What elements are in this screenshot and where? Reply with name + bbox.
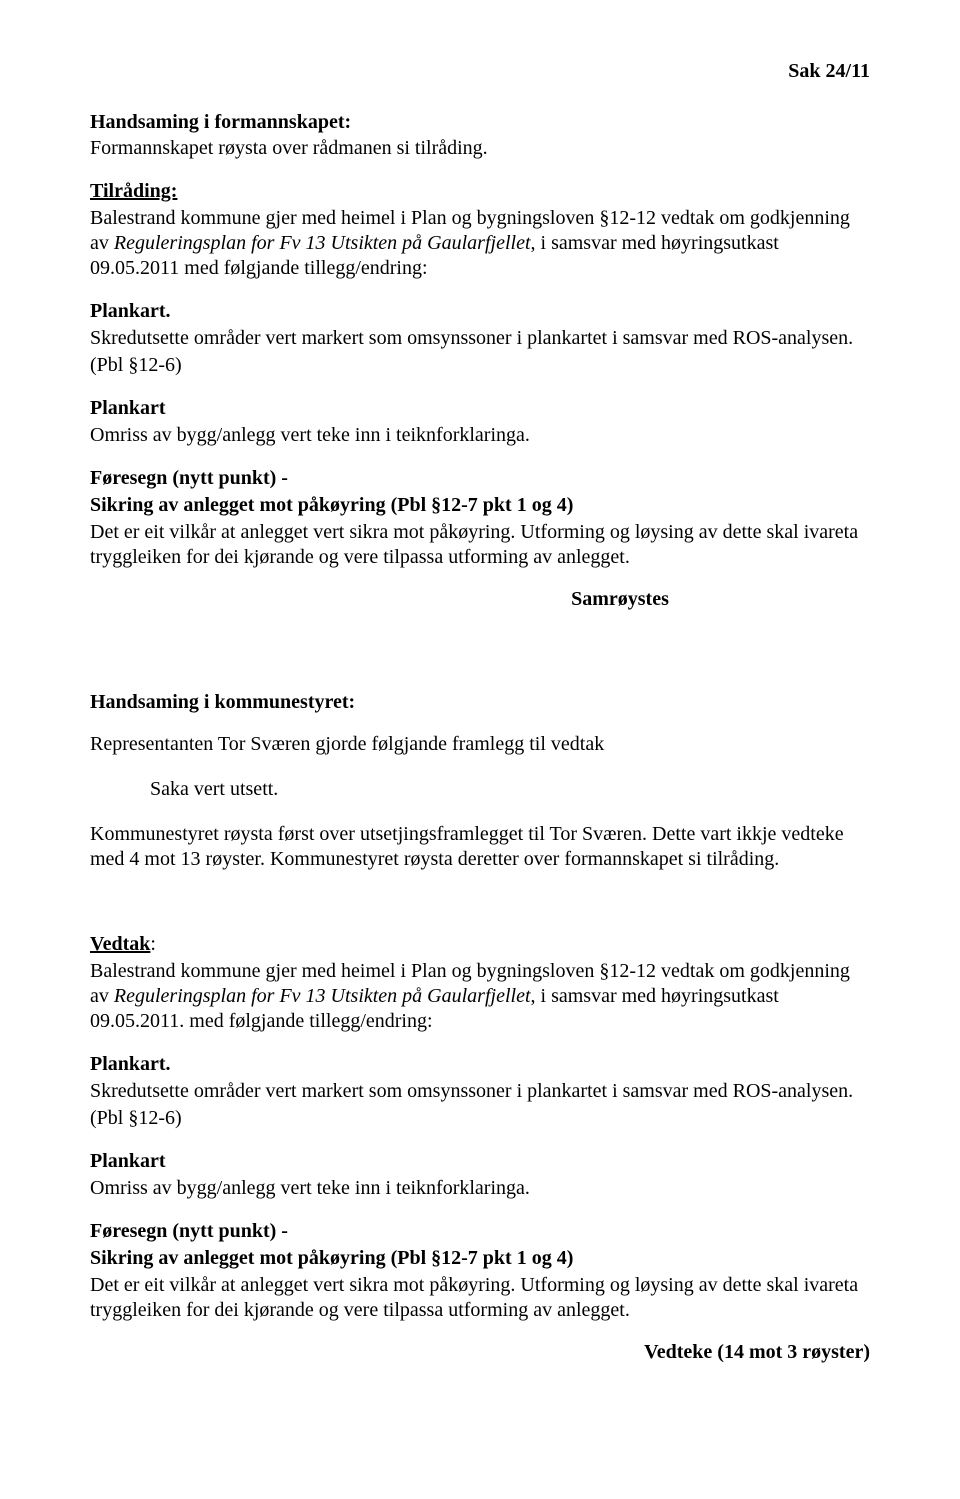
plankart1-line1: Skredutsette områder vert markert som om…	[90, 326, 870, 351]
plankart-block-2: Plankart Omriss av bygg/anlegg vert teke…	[90, 396, 870, 448]
kommunestyret-title: Handsaming i kommunestyret:	[90, 691, 870, 714]
kommunestyret-indent: Saka vert utsett.	[90, 777, 870, 802]
tilraading-title: Tilråding:	[90, 179, 870, 204]
foresegn2-subtitle: Sikring av anlegget mot påkøyring (Pbl §…	[90, 1246, 870, 1271]
case-number: Sak 24/11	[90, 60, 870, 83]
section-kommunestyret: Handsaming i kommunestyret:	[90, 691, 870, 714]
plankart-block-3: Plankart. Skredutsette områder vert mark…	[90, 1052, 870, 1131]
vedtak-italic: Reguleringsplan for Fv 13 Utsikten på Ga…	[114, 985, 531, 1007]
spacer	[90, 651, 870, 691]
section-vedtak: Vedtak: Balestrand kommune gjer med heim…	[90, 932, 870, 1034]
plankart2-title: Plankart	[90, 396, 870, 421]
kommunestyret-line1: Representanten Tor Sværen gjorde følgjan…	[90, 732, 870, 757]
foresegn1-text: Det er eit vilkår at anlegget vert sikra…	[90, 520, 870, 570]
samroystes-label: Samrøystes	[90, 588, 870, 611]
foresegn1-subtitle: Sikring av anlegget mot påkøyring (Pbl §…	[90, 493, 870, 518]
section-tilraading: Tilråding: Balestrand kommune gjer med h…	[90, 179, 870, 281]
kommunestyret-para2: Kommunestyret røysta først over utsetjin…	[90, 822, 870, 872]
section-formannskapet: Handsaming i formannskapet: Formannskape…	[90, 111, 870, 161]
foresegn2-text: Det er eit vilkår at anlegget vert sikra…	[90, 1273, 870, 1323]
tilraading-italic: Reguleringsplan for Fv 13 Utsikten på Ga…	[114, 232, 531, 254]
formannskapet-line: Formannskapet røysta over rådmanen si ti…	[90, 136, 870, 161]
plankart3-line1: Skredutsette områder vert markert som om…	[90, 1079, 870, 1104]
spacer-2	[90, 892, 870, 932]
plankart4-line1: Omriss av bygg/anlegg vert teke inn i te…	[90, 1176, 870, 1201]
vedtak-title: Vedtak	[90, 933, 150, 955]
foresegn-block-1: Føresegn (nytt punkt) - Sikring av anleg…	[90, 466, 870, 570]
tilraading-text: Balestrand kommune gjer med heimel i Pla…	[90, 206, 870, 281]
document-page: Sak 24/11 Handsaming i formannskapet: Fo…	[0, 0, 960, 1499]
formannskapet-title: Handsaming i formannskapet:	[90, 111, 870, 134]
plankart4-title: Plankart	[90, 1149, 870, 1174]
vedtak-title-line: Vedtak:	[90, 932, 870, 957]
foresegn2-title: Føresegn (nytt punkt) -	[90, 1219, 870, 1244]
vedtak-text: Balestrand kommune gjer med heimel i Pla…	[90, 959, 870, 1034]
plankart-block-1: Plankart. Skredutsette områder vert mark…	[90, 299, 870, 378]
plankart1-title: Plankart.	[90, 299, 870, 324]
plankart-block-4: Plankart Omriss av bygg/anlegg vert teke…	[90, 1149, 870, 1201]
plankart1-line2: (Pbl §12-6)	[90, 353, 870, 378]
plankart2-line1: Omriss av bygg/anlegg vert teke inn i te…	[90, 423, 870, 448]
plankart3-line2: (Pbl §12-6)	[90, 1106, 870, 1131]
vedtak-colon: :	[150, 933, 156, 955]
foresegn1-title: Føresegn (nytt punkt) -	[90, 466, 870, 491]
vote-result: Vedteke (14 mot 3 røyster)	[90, 1341, 870, 1364]
plankart3-title: Plankart.	[90, 1052, 870, 1077]
foresegn-block-2: Føresegn (nytt punkt) - Sikring av anleg…	[90, 1219, 870, 1323]
